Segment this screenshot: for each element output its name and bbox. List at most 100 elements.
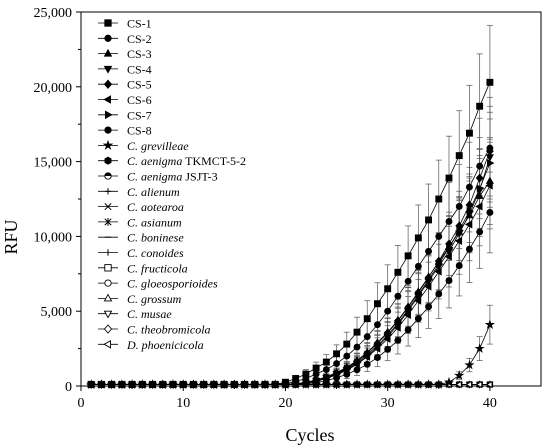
data-point [435, 290, 443, 298]
legend-item: CS-6 [98, 93, 152, 107]
legend-marker [103, 79, 113, 89]
legend-marker [103, 65, 113, 74]
data-point [394, 268, 402, 276]
legend-label: C. musae [127, 307, 172, 321]
data-point [445, 217, 453, 225]
data-point [341, 379, 352, 389]
legend-label: CS-8 [127, 124, 152, 138]
legend-label: C. grevilleae [127, 139, 189, 153]
legend-item: CS-4 [98, 62, 152, 76]
y-axis-title: RFU [1, 219, 21, 254]
data-point [425, 275, 434, 284]
data-point [86, 379, 97, 389]
data-point [353, 366, 361, 374]
data-point [322, 366, 330, 373]
x-tick-label: 30 [381, 396, 395, 411]
data-point [403, 379, 414, 389]
data-point [465, 183, 473, 191]
data-point [413, 296, 422, 305]
legend-item: C. fructicola [98, 261, 188, 275]
data-point [435, 195, 443, 203]
legend-marker [103, 48, 113, 57]
data-point [425, 247, 433, 255]
data-point [486, 209, 494, 216]
legend: CS-1CS-2CS-3CS-4 CS-5CS-6CS-7 CS-8C. grevi… [98, 17, 246, 352]
data-point [384, 285, 392, 293]
data-point [374, 341, 382, 350]
data-point [259, 379, 271, 389]
legend-marker [104, 126, 112, 134]
legend-item: D. phoenicicola [98, 338, 204, 352]
data-point [423, 379, 434, 389]
data-point [485, 181, 493, 190]
legend-label: CS-2 [127, 32, 152, 46]
data-point [475, 202, 483, 211]
data-point [270, 379, 281, 389]
data-point [363, 360, 371, 368]
data-point [465, 380, 472, 389]
legend-item: C. aenigma TKMCT-5-2 [98, 154, 246, 168]
data-point [393, 323, 401, 332]
legend-marker [103, 95, 112, 104]
data-point [456, 226, 464, 235]
legend-marker [104, 110, 113, 120]
data-point [137, 379, 148, 389]
legend-label: C. grossum [127, 292, 182, 306]
series-markers [86, 78, 495, 390]
data-point [290, 379, 301, 389]
data-point [363, 333, 371, 341]
data-point [384, 331, 393, 340]
legend-marker [104, 264, 112, 272]
data-point [405, 305, 413, 314]
data-point [476, 162, 484, 170]
data-point [414, 234, 422, 242]
legend-label: CS-1 [127, 17, 152, 31]
data-point [446, 243, 454, 252]
data-point [353, 328, 361, 336]
legend-item: CS-8 [98, 124, 152, 138]
legend-label: CS-4 [127, 62, 152, 76]
legend-item: CS-2 [98, 32, 152, 46]
data-point [445, 277, 453, 284]
data-point [384, 345, 392, 353]
data-point [354, 358, 362, 367]
legend-marker [104, 156, 112, 165]
data-point [474, 343, 485, 353]
legend-label: CS-6 [127, 93, 152, 107]
data-point [435, 232, 443, 240]
legend-label: CS-5 [127, 78, 152, 92]
legend-marker [104, 279, 112, 287]
data-point [465, 129, 473, 137]
y-tick-label: 5,000 [41, 305, 73, 320]
data-point [475, 380, 483, 389]
data-point [343, 340, 351, 348]
data-point [363, 315, 371, 323]
data-point [167, 379, 179, 389]
data-point [208, 379, 219, 389]
data-point [466, 206, 474, 216]
data-point [434, 267, 442, 276]
data-point [425, 216, 433, 224]
legend-label: C. aotearoa [127, 200, 184, 214]
data-point [362, 379, 373, 389]
data-point [485, 380, 493, 389]
data-point [96, 379, 107, 389]
data-point [198, 379, 209, 389]
data-point [343, 352, 351, 360]
data-point [486, 78, 494, 86]
data-point [333, 350, 341, 358]
legend-label: C. aenigma TKMCT-5-2 [127, 154, 246, 168]
legend-item: C. aenigma JSJT-3 [98, 170, 218, 184]
x-tick-label: 40 [483, 396, 497, 411]
data-point [106, 379, 117, 389]
data-point [476, 228, 484, 236]
data-point [403, 310, 411, 320]
data-point [413, 379, 424, 389]
data-point [157, 379, 168, 389]
data-point [384, 307, 392, 315]
data-point [485, 146, 494, 156]
legend-item: CS-3 [98, 47, 152, 61]
legend-label: C. theobromicola [127, 323, 211, 337]
legend-marker [104, 218, 112, 226]
legend-marker [104, 34, 112, 42]
